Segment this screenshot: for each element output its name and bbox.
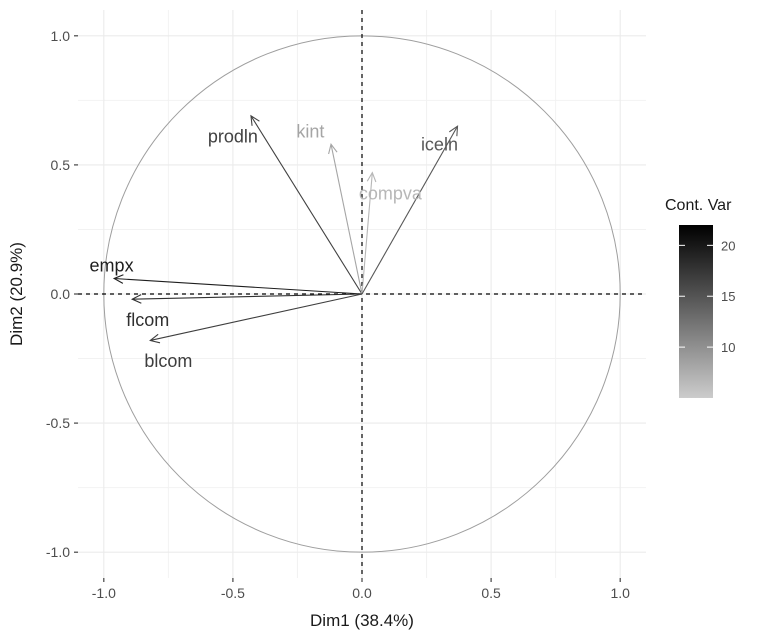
x-tick-label: 0.0	[352, 585, 372, 601]
arrow-blcom	[150, 293, 363, 342]
label-empx: empx	[90, 256, 134, 276]
arrow-kint	[330, 144, 363, 295]
x-axis-title: Dim1 (38.4%)	[310, 611, 414, 630]
arrowhead-compva	[366, 171, 377, 183]
legend-tick-label: 15	[721, 289, 735, 304]
x-axis-ticks: -1.0 -0.5 0.0 0.5 1.0	[92, 578, 630, 601]
label-prodln: prodln	[208, 127, 258, 147]
label-flcom: flcom	[126, 310, 169, 330]
y-tick-label: 0.0	[51, 286, 71, 302]
arrow-compva	[361, 172, 373, 295]
x-tick-label: 1.0	[610, 585, 630, 601]
arrowhead-empx	[112, 274, 124, 284]
arrowhead-kint	[328, 143, 338, 155]
variable-labels: prodln kint compva iceln empx flcom blcom	[90, 121, 458, 371]
label-compva: compva	[359, 183, 423, 203]
arrow-flcom	[132, 293, 363, 300]
arrow-empx	[114, 277, 363, 295]
arrowhead-blcom	[149, 333, 161, 344]
y-tick-label: 1.0	[51, 28, 71, 44]
y-tick-label: 0.5	[51, 157, 71, 173]
label-blcom: blcom	[144, 351, 192, 371]
y-axis-title: Dim2 (20.9%)	[7, 242, 26, 346]
variable-arrows	[112, 114, 459, 344]
x-tick-label: 0.5	[481, 585, 501, 601]
legend: Cont. Var 20 15 10	[665, 197, 735, 398]
legend-colorbar	[679, 225, 713, 398]
legend-ticks: 20 15 10	[679, 238, 735, 355]
y-axis-ticks: 1.0 0.5 0.0 -0.5 -1.0	[46, 28, 78, 560]
x-tick-label: -1.0	[92, 585, 116, 601]
arrowhead-flcom	[130, 294, 142, 304]
y-tick-label: -1.0	[46, 544, 70, 560]
label-iceln: iceln	[421, 134, 458, 154]
y-tick-label: -0.5	[46, 415, 70, 431]
arrowhead-prodln	[250, 114, 260, 126]
label-kint: kint	[296, 121, 324, 141]
arrow-iceln	[361, 125, 459, 295]
legend-title: Cont. Var	[665, 197, 732, 214]
arrowhead-iceln	[448, 125, 459, 137]
legend-tick-label: 20	[721, 238, 735, 253]
x-tick-label: -0.5	[221, 585, 245, 601]
arrow-prodln	[250, 115, 363, 295]
legend-tick-label: 10	[721, 340, 735, 355]
